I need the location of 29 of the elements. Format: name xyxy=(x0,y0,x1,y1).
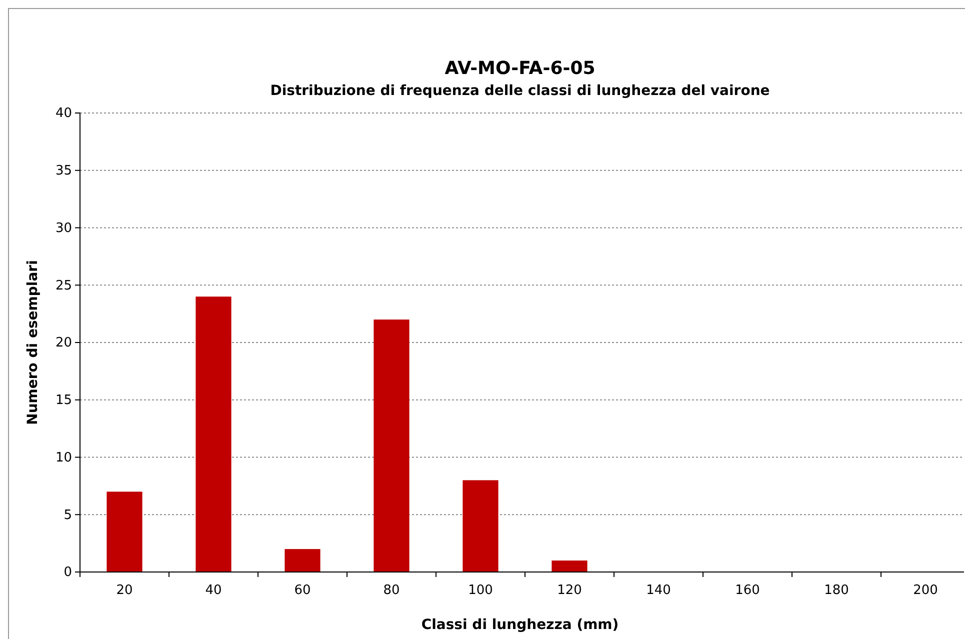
y-tick-label: 25 xyxy=(55,278,72,294)
bar xyxy=(462,480,498,572)
bar xyxy=(552,560,588,572)
y-tick-label: 0 xyxy=(64,565,72,580)
y-tick-label: 10 xyxy=(55,450,72,466)
bar xyxy=(196,296,232,572)
chart-subtitle: Distribuzione di frequenza delle classi di lunghezza del vairone xyxy=(270,83,770,99)
y-tick-label: 20 xyxy=(55,336,72,351)
y-tick-label: 30 xyxy=(55,220,72,236)
x-tick-label: 20 xyxy=(116,583,133,598)
bar xyxy=(106,492,142,572)
x-tick-label: 200 xyxy=(913,583,938,598)
x-tick-label: 160 xyxy=(735,583,760,598)
x-tick-label: 60 xyxy=(294,583,311,598)
y-tick-label: 35 xyxy=(55,164,72,179)
x-tick-label: 40 xyxy=(205,583,222,598)
y-tick-label: 15 xyxy=(55,393,72,408)
x-tick-label: 140 xyxy=(646,583,671,598)
x-tick-label: 180 xyxy=(824,583,849,598)
x-tick-label: 120 xyxy=(557,583,582,598)
x-tick-label: 80 xyxy=(383,583,400,598)
y-tick-label: 40 xyxy=(55,106,72,122)
chart-title: AV-MO-FA-6-05 xyxy=(444,58,596,79)
bar xyxy=(374,320,410,572)
y-tick-label: 5 xyxy=(64,508,72,523)
y-axis-title: Numero di esemplari xyxy=(25,260,41,425)
bar xyxy=(284,549,320,572)
x-tick-label: 100 xyxy=(468,583,493,598)
x-axis-title: Classi di lunghezza (mm) xyxy=(421,617,619,633)
